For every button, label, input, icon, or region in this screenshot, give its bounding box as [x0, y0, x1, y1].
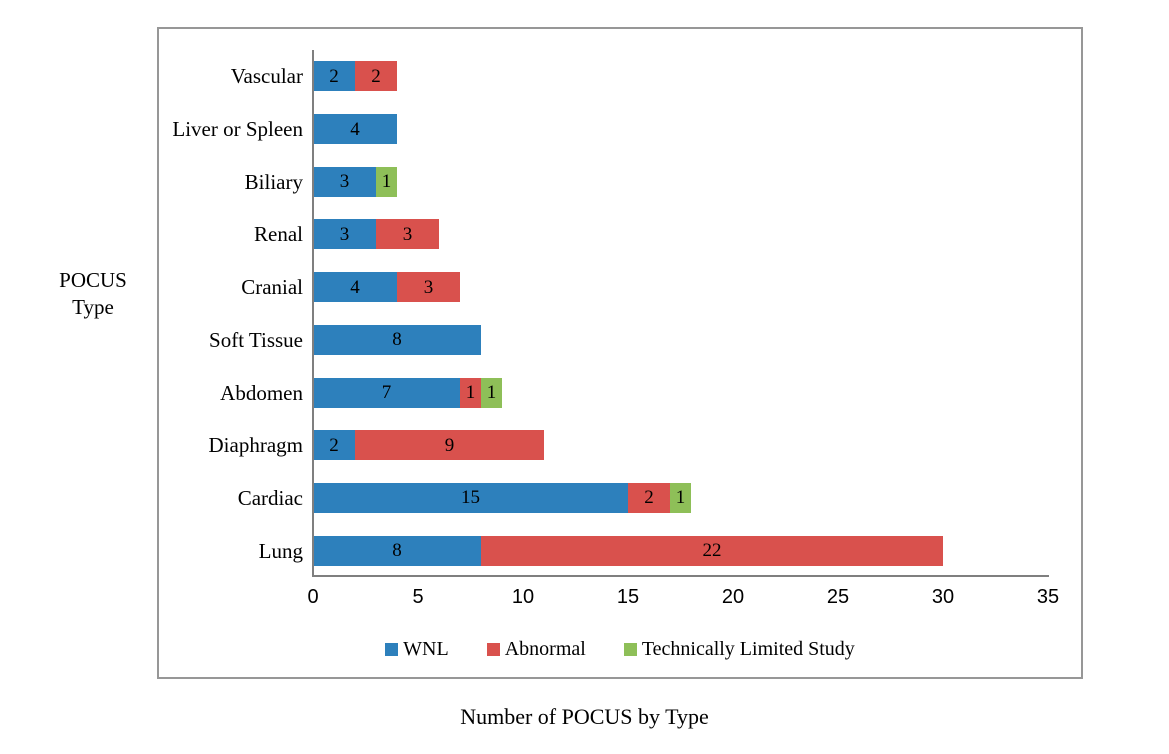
x-tick-label: 15: [616, 586, 640, 608]
chart-frame: Vascular 2 2 Liver or Spleen 4 Biliary 3 1 Renal…: [157, 27, 1083, 679]
category-label: Cranial: [241, 275, 303, 300]
category-label: Liver or Spleen: [172, 117, 303, 142]
bar-segment: 1: [460, 377, 481, 408]
category-label: Cardiac: [237, 485, 303, 510]
category-label: Diaphragm: [208, 433, 303, 458]
x-tick-label: 10: [511, 586, 535, 608]
bar-segment: 2: [313, 61, 355, 92]
bar-segment: 1: [670, 482, 691, 513]
legend-swatch: [623, 643, 637, 656]
bar-value-label: 15: [461, 487, 480, 509]
legend: WNL Abnormal Technically Limited Study: [159, 638, 1081, 661]
bar-segment: 15: [313, 482, 628, 513]
bar-segment: 1: [376, 166, 397, 197]
x-tick-label: 35: [1036, 586, 1060, 608]
bar-value-label: 2: [371, 65, 381, 87]
bar-value-label: 2: [329, 434, 339, 456]
x-tick-label: 25: [826, 586, 850, 608]
x-axis-line: [312, 575, 1049, 577]
category-label: Renal: [254, 222, 303, 247]
category-label: Abdomen: [220, 380, 303, 405]
legend-swatch: [486, 643, 500, 656]
x-tick-label: 20: [721, 586, 745, 608]
legend-swatch: [385, 643, 399, 656]
legend-item: Abnormal: [486, 638, 586, 661]
bar-segment: 7: [313, 377, 460, 408]
bar-segment: 1: [481, 377, 502, 408]
category-label: Vascular: [230, 64, 303, 89]
x-tick-label: 0: [307, 586, 319, 608]
bar-value-label: 1: [465, 382, 476, 404]
chart-title: Number of POCUS by Type: [460, 704, 709, 729]
bar-segment: 2: [628, 482, 670, 513]
bar-value-label: 2: [329, 65, 339, 87]
x-tick-label: 30: [931, 586, 955, 608]
legend-item: WNL: [385, 638, 449, 661]
bar-segment: 3: [376, 219, 439, 250]
y-axis-title-line1: POCUS: [59, 268, 127, 292]
bar-value-label: 1: [675, 487, 686, 509]
bar-value-label: 3: [339, 171, 350, 193]
bar-value-label: 3: [402, 223, 413, 245]
bar-segment: 22: [481, 535, 943, 566]
bar-value-label: 3: [423, 276, 434, 298]
bar-value-label: 4: [350, 118, 360, 140]
bar-segment: 3: [313, 166, 376, 197]
bar-segment: 9: [355, 430, 544, 461]
bar-value-label: 8: [392, 329, 402, 351]
bar-value-label: 9: [444, 434, 455, 456]
category-label: Soft Tissue: [209, 327, 303, 352]
bar-value-label: 7: [381, 382, 392, 404]
bar-segment: 4: [313, 272, 397, 303]
bar-segment: 2: [355, 61, 397, 92]
bar-segment: 8: [313, 535, 481, 566]
y-axis-title-line2: Type: [72, 295, 114, 319]
bar-value-label: 3: [339, 223, 350, 245]
bar-value-label: 8: [392, 540, 402, 562]
category-label: Biliary: [244, 169, 303, 194]
bar-value-label: 22: [702, 540, 722, 562]
legend-label: WNL: [403, 638, 449, 660]
legend-label: Technically Limited Study: [641, 638, 855, 660]
legend-item: Technically Limited Study: [623, 638, 855, 661]
bar-value-label: 2: [644, 487, 654, 509]
bar-segment: 3: [313, 219, 376, 250]
bar-segment: 8: [313, 324, 481, 355]
y-axis-title: POCUS Type: [30, 267, 156, 321]
x-tick-label: 5: [412, 586, 424, 608]
bar-value-label: 4: [350, 276, 360, 298]
legend-label: Abnormal: [504, 638, 586, 660]
bar-segment: 4: [313, 114, 397, 145]
y-axis-line: [312, 50, 314, 577]
bar-value-label: 1: [381, 171, 392, 193]
bar-segment: 2: [313, 430, 355, 461]
bar-segment: 3: [397, 272, 460, 303]
category-label: Lung: [258, 538, 303, 563]
bar-value-label: 1: [486, 382, 497, 404]
